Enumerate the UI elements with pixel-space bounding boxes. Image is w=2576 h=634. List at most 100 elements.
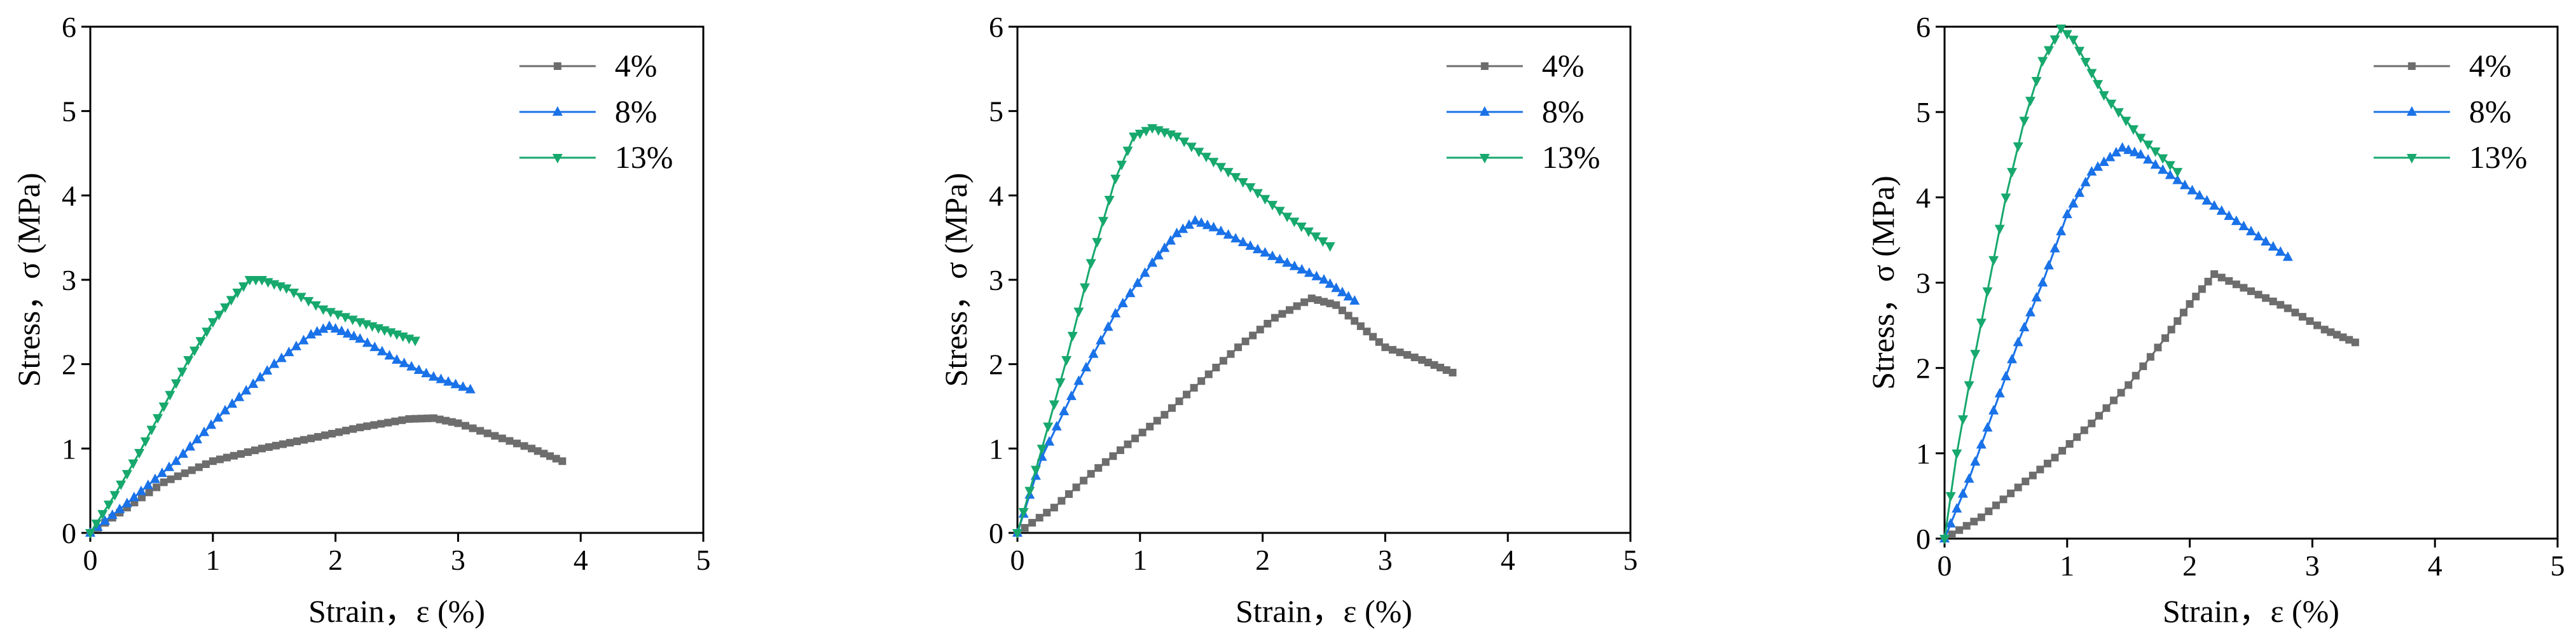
series-line [1016,219,1356,534]
legend-marker [552,106,563,116]
data-point [1418,356,1426,364]
data-point [2129,146,2140,156]
data-point [1129,132,1140,142]
data-point [1424,359,1432,367]
data-point [100,515,111,525]
series-13pct [1012,124,1335,539]
data-point [1311,270,1322,280]
data-point [195,463,203,471]
data-point [1320,298,1328,306]
data-point [1252,189,1263,199]
data-point [114,503,125,513]
data-point [1117,298,1128,308]
x-tick-label: 3 [1378,544,1393,576]
data-point [2225,277,2233,285]
data-point [1051,420,1062,431]
series-8pct [85,320,476,537]
x-tick-label: 0 [1938,549,1952,582]
data-point [158,403,169,412]
data-point [1092,238,1103,248]
y-tick-label: 0 [1916,523,1931,555]
data-point [1300,298,1309,307]
data-point [546,452,554,460]
data-point [2327,328,2335,336]
data-point [1171,132,1182,142]
data-point [491,432,499,440]
data-point [2088,419,2096,427]
series-4pct [1941,270,2359,542]
data-point [2194,190,2205,200]
legend-marker [1480,62,1489,70]
legend: 4% 8% 13% [519,48,673,175]
series-8pct [1939,142,2293,542]
legend-label: 4% [1542,48,1585,83]
data-point [2019,116,2030,127]
data-point [1085,259,1096,269]
data-point [333,310,343,320]
y-tick-label: 2 [1916,352,1931,385]
data-point [2086,166,2097,176]
data-point [109,491,120,501]
x-axis-label: Strain，ε (%) [2163,593,2339,629]
data-point [248,378,259,388]
data-point [184,441,195,451]
data-point [177,448,188,458]
data-point [1073,307,1084,317]
data-point [232,288,243,298]
data-point [342,427,350,435]
data-point [2062,209,2072,219]
data-point [2080,58,2091,68]
data-point [1957,488,1968,498]
data-point [1970,456,1981,466]
data-point [1977,513,1985,521]
data-point [241,385,252,395]
data-point [314,432,322,441]
legend-label: 8% [1542,93,1585,129]
data-point [2158,164,2168,174]
x-tick-label: 1 [1133,544,1147,576]
data-point [1104,195,1115,205]
data-point [1256,326,1264,334]
series-line [1016,127,1331,534]
data-point [303,297,314,307]
data-point [2106,99,2117,109]
data-point [1982,422,1993,432]
data-point [2001,371,2011,381]
legend-label: 8% [2469,93,2512,129]
data-point [2102,404,2111,412]
data-point [483,429,492,438]
data-point [1976,319,1987,329]
data-point [2086,69,2097,79]
data-point [1227,350,1235,358]
data-point [2074,187,2085,197]
data-point [2128,125,2139,135]
x-tick-label: 5 [696,544,711,576]
data-point [2161,334,2170,342]
data-point [2275,246,2286,256]
legend-marker [1479,106,1490,116]
data-point [85,529,95,539]
data-point [355,333,366,343]
x-tick-label: 2 [2182,549,2197,582]
y-tick-label: 6 [62,11,76,43]
data-point [199,426,210,436]
y-tick-label: 0 [989,517,1003,549]
data-point [289,288,300,298]
data-point [1271,314,1279,322]
data-point [2172,168,2183,178]
data-point [1012,529,1023,539]
data-point [2143,154,2154,164]
data-point [1080,476,1088,485]
data-point [2150,147,2161,157]
data-point [2013,336,2023,347]
data-point [458,381,469,391]
data-point [145,488,153,497]
data-point [1976,439,1987,449]
data-point [177,368,188,378]
data-point [1939,535,1950,544]
data-point [202,327,212,338]
data-point [2132,371,2140,380]
data-point [167,475,175,483]
y-axis-label: Stress，σ (MPa) [938,173,974,387]
data-point [2224,210,2235,220]
